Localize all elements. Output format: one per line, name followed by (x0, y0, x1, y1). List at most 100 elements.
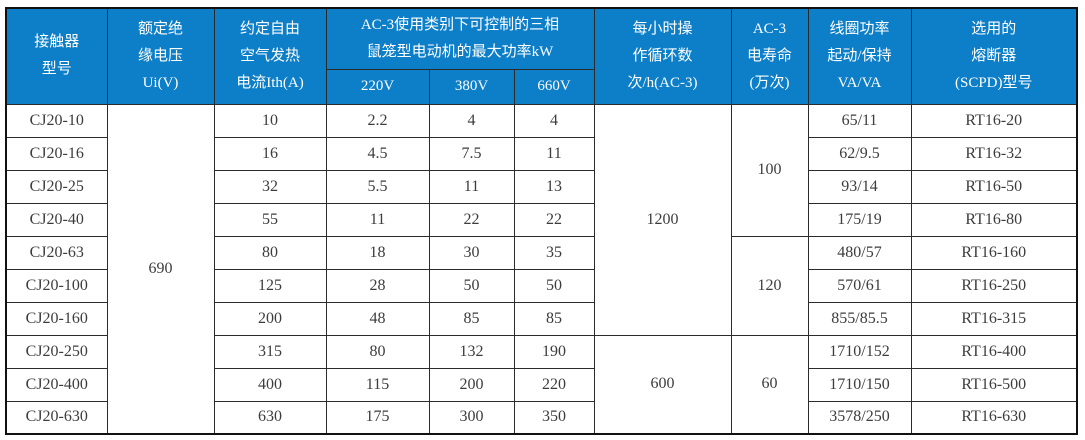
fuse-cell: RT16-250 (910, 268, 1078, 303)
table-row: CJ20-250 315 80 132 190 600 60 1710/152 … (5, 334, 1078, 435)
p220-cell: 5.5 (325, 169, 430, 204)
table-header: 接触器 型号 额定绝 缘电压 Ui(V) 约定自由 空气发热 电流Ith(A) … (5, 7, 1078, 105)
fuse-cell: RT16-80 (910, 202, 1078, 237)
table-body: CJ20-10 690 10 2.2 4 4 1200 100 65/11 RT… (5, 103, 1078, 435)
model-cell: CJ20-63 (5, 235, 108, 270)
p380-cell: 50 (428, 268, 515, 303)
contactor-spec-table: 接触器 型号 额定绝 缘电压 Ui(V) 约定自由 空气发热 电流Ith(A) … (5, 7, 1078, 435)
p380-cell: 22 (428, 202, 515, 237)
ith-cell: 125 (213, 268, 327, 303)
p220-cell: 18 (325, 235, 430, 270)
p220-cell: 48 (325, 301, 430, 336)
header-rated-insulation-voltage: 额定绝 缘电压 Ui(V) (106, 7, 215, 105)
p380-cell: 4 (428, 103, 515, 138)
p660-cell: 220 (513, 367, 595, 402)
coil-cell: 1710/150 (807, 367, 912, 402)
p220-cell: 28 (325, 268, 430, 303)
coil-cell: 480/57 (807, 235, 912, 270)
p220-cell: 80 (325, 334, 430, 369)
p380-cell: 300 (428, 400, 515, 435)
p380-cell: 7.5 (428, 136, 515, 171)
fuse-cell: RT16-315 (910, 301, 1078, 336)
header-coil-power: 线圈功率 起动/保持 VA/VA (807, 7, 912, 105)
p660-cell: 350 (513, 400, 595, 435)
model-cell: CJ20-630 (5, 400, 108, 435)
header-220v: 220V (325, 68, 430, 105)
coil-cell: 65/11 (807, 103, 912, 138)
fuse-cell: RT16-630 (910, 400, 1078, 435)
coil-cell: 1710/152 (807, 334, 912, 369)
p660-cell: 50 (513, 268, 595, 303)
coil-cell: 855/85.5 (807, 301, 912, 336)
p380-cell: 30 (428, 235, 515, 270)
model-cell: CJ20-16 (5, 136, 108, 171)
p660-cell: 190 (513, 334, 595, 369)
model-cell: CJ20-100 (5, 268, 108, 303)
life-cell: 100 (730, 103, 809, 237)
fuse-cell: RT16-50 (910, 169, 1078, 204)
header-operating-cycles: 每小时操 作循环数 次/h(AC-3) (593, 7, 732, 105)
ith-cell: 32 (213, 169, 327, 204)
ith-cell: 630 (213, 400, 327, 435)
p220-cell: 175 (325, 400, 430, 435)
p380-cell: 132 (428, 334, 515, 369)
header-fuse-type: 选用的 熔断器 (SCPD)型号 (910, 7, 1078, 105)
header-380v: 380V (428, 68, 515, 105)
p380-cell: 85 (428, 301, 515, 336)
table-row: CJ20-100 125 28 50 50 570/61 RT16-250 (5, 268, 1078, 303)
p660-cell: 85 (513, 301, 595, 336)
cycles-cell: 600 (593, 334, 732, 435)
p660-cell: 22 (513, 202, 595, 237)
fuse-cell: RT16-400 (910, 334, 1078, 369)
ith-cell: 400 (213, 367, 327, 402)
model-cell: CJ20-400 (5, 367, 108, 402)
ith-cell: 10 (213, 103, 327, 138)
ith-cell: 80 (213, 235, 327, 270)
table-row: CJ20-25 32 5.5 11 13 93/14 RT16-50 (5, 169, 1078, 204)
p660-cell: 4 (513, 103, 595, 138)
p220-cell: 115 (325, 367, 430, 402)
model-cell: CJ20-40 (5, 202, 108, 237)
model-cell: CJ20-250 (5, 334, 108, 369)
table-row: CJ20-10 690 10 2.2 4 4 1200 100 65/11 RT… (5, 103, 1078, 435)
coil-cell: 62/9.5 (807, 136, 912, 171)
model-cell: CJ20-25 (5, 169, 108, 204)
contactor-spec-table-wrap: 接触器 型号 额定绝 缘电压 Ui(V) 约定自由 空气发热 电流Ith(A) … (5, 7, 1078, 435)
p660-cell: 35 (513, 235, 595, 270)
coil-cell: 570/61 (807, 268, 912, 303)
model-cell: CJ20-10 (5, 103, 108, 138)
header-electrical-life: AC-3 电寿命 (万次) (730, 7, 809, 105)
p380-cell: 11 (428, 169, 515, 204)
ith-cell: 315 (213, 334, 327, 369)
header-max-power-group: AC-3使用类别下可控制的三相 鼠笼型电动机的最大功率kW (325, 7, 595, 70)
p220-cell: 11 (325, 202, 430, 237)
header-row-2: 220V 380V 660V (6, 68, 1077, 105)
life-cell: 120 (730, 235, 809, 336)
fuse-cell: RT16-160 (910, 235, 1078, 270)
coil-cell: 3578/250 (807, 400, 912, 435)
header-row-1: 接触器 型号 额定绝 缘电压 Ui(V) 约定自由 空气发热 电流Ith(A) … (5, 7, 1078, 105)
cycles-cell: 1200 (593, 103, 732, 336)
header-thermal-current: 约定自由 空气发热 电流Ith(A) (213, 7, 327, 105)
p220-cell: 2.2 (325, 103, 430, 138)
model-cell: CJ20-160 (5, 301, 108, 336)
p660-cell: 11 (513, 136, 595, 171)
fuse-cell: RT16-500 (910, 367, 1078, 402)
coil-cell: 175/19 (807, 202, 912, 237)
ith-cell: 200 (213, 301, 327, 336)
fuse-cell: RT16-20 (910, 103, 1078, 138)
p220-cell: 4.5 (325, 136, 430, 171)
fuse-cell: RT16-32 (910, 136, 1078, 171)
table-row: CJ20-630 630 175 300 350 3578/250 RT16-6… (5, 400, 1078, 435)
table-row: CJ20-16 16 4.5 7.5 11 62/9.5 RT16-32 (5, 136, 1078, 171)
coil-cell: 93/14 (807, 169, 912, 204)
p380-cell: 200 (428, 367, 515, 402)
table-row: CJ20-400 400 115 200 220 1710/150 RT16-5… (5, 367, 1078, 402)
ui-cell: 690 (106, 103, 215, 435)
header-contactor-model: 接触器 型号 (5, 7, 108, 105)
ith-cell: 55 (213, 202, 327, 237)
table-row: CJ20-40 55 11 22 22 175/19 RT16-80 (5, 202, 1078, 237)
ith-cell: 16 (213, 136, 327, 171)
life-cell: 60 (730, 334, 809, 435)
p660-cell: 13 (513, 169, 595, 204)
